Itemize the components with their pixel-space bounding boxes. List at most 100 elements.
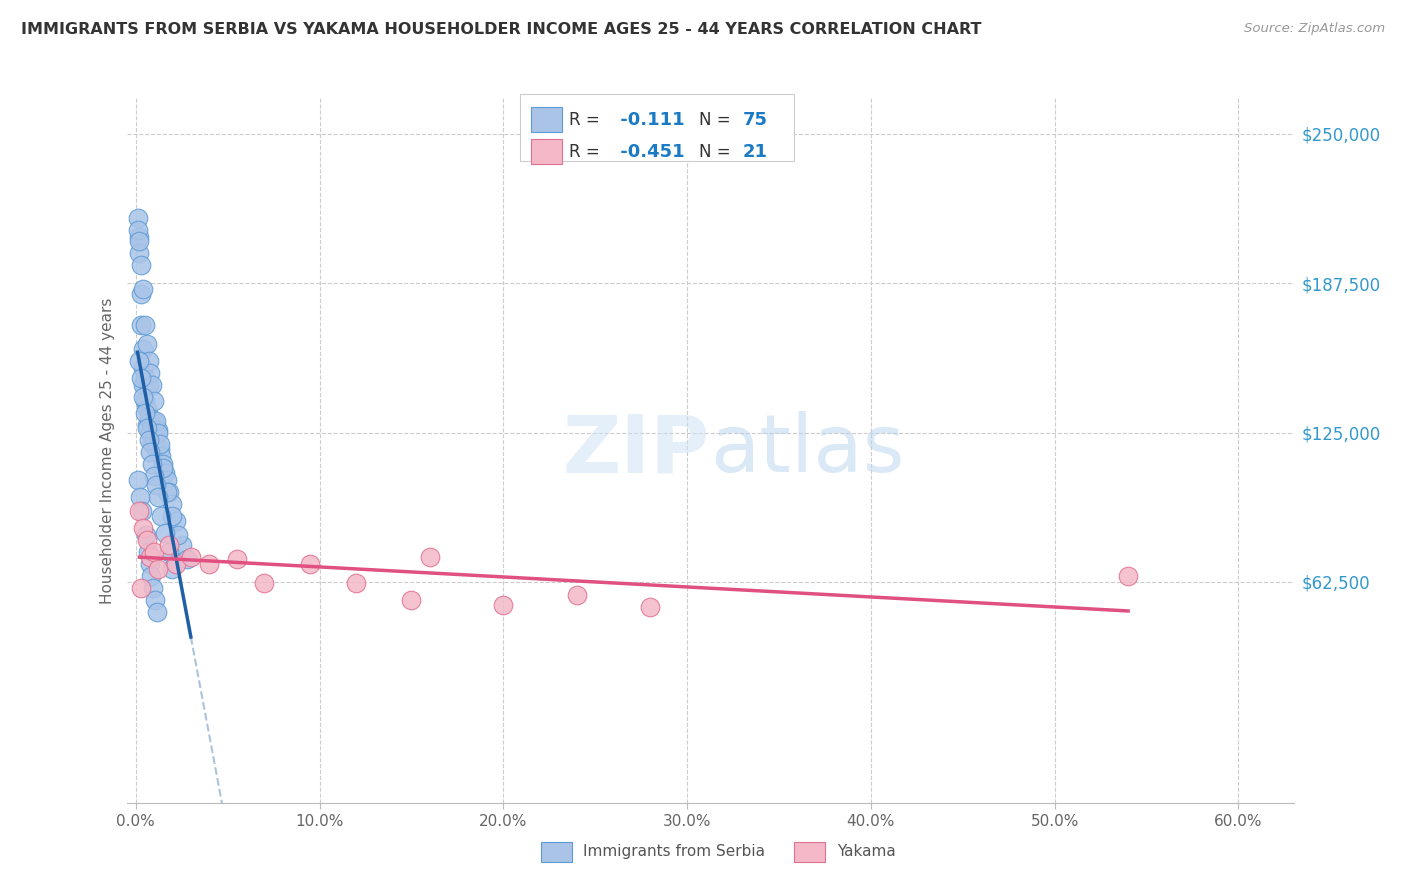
Point [180,549,202,564]
Point [141,437,163,451]
Point [1116,569,1139,583]
Point [492,598,515,612]
Point [139,549,162,564]
Point [135,418,157,433]
Point [162,509,184,524]
Text: 21: 21 [742,143,768,161]
Point [141,457,163,471]
Point [135,337,157,351]
Point [146,425,169,440]
Text: R =: R = [569,143,606,161]
Point [134,406,156,420]
Point [129,370,152,384]
Point [134,394,156,409]
Point [145,442,167,457]
Point [225,552,247,566]
Point [128,235,150,249]
Point [128,354,150,368]
Point [143,545,166,559]
Point [141,377,163,392]
Point [138,557,160,571]
Point [129,287,152,301]
Point [134,370,156,384]
Point [152,461,174,475]
Point [129,318,152,332]
Point [253,576,276,591]
Point [138,409,160,423]
Point [128,246,150,260]
Point [141,569,163,583]
Point [129,581,152,595]
Point [149,442,172,457]
Point [139,425,162,440]
Point [167,528,190,542]
Point [132,282,155,296]
Point [132,521,155,535]
Point [170,538,193,552]
Point [131,504,153,518]
Point [143,592,166,607]
Point [146,562,169,576]
Point [139,414,162,428]
Y-axis label: Householder Income Ages 25 - 44 years: Householder Income Ages 25 - 44 years [100,297,115,604]
Point [146,423,169,437]
Point [132,377,155,392]
Point [146,605,169,619]
Point [145,478,167,492]
Point [127,222,149,236]
Point [129,258,152,272]
Point [565,588,588,602]
Text: IMMIGRANTS FROM SERBIA VS YAKAMA HOUSEHOLDER INCOME AGES 25 - 44 YEARS CORRELATI: IMMIGRANTS FROM SERBIA VS YAKAMA HOUSEHO… [21,22,981,37]
Point [135,528,157,542]
Point [142,581,165,595]
Point [138,354,160,368]
Point [132,361,155,376]
Text: 75: 75 [742,111,768,128]
Point [135,533,157,547]
Point [640,599,662,614]
Point [145,425,167,440]
Point [128,229,150,244]
Point [162,497,184,511]
Point [138,377,160,392]
Point [139,366,162,380]
Point [344,576,367,591]
Point [129,490,152,504]
Point [143,394,166,409]
Point [198,557,221,571]
Point [143,433,166,447]
Text: N =: N = [699,143,735,161]
Point [401,592,423,607]
Point [153,466,176,480]
Point [146,490,169,504]
Point [149,437,172,451]
Point [134,318,156,332]
Point [150,450,173,464]
Text: atlas: atlas [710,411,904,490]
Point [157,545,180,559]
Text: Source: ZipAtlas.com: Source: ZipAtlas.com [1244,22,1385,36]
Point [153,525,176,540]
Point [157,485,180,500]
Text: ZIP: ZIP [562,411,710,490]
Point [143,468,166,483]
Text: Yakama: Yakama [837,845,896,859]
Text: Immigrants from Serbia: Immigrants from Serbia [583,845,765,859]
Text: -0.451: -0.451 [614,143,685,161]
Point [165,557,187,571]
Point [139,444,162,458]
Point [156,473,179,487]
Point [135,401,157,416]
Point [138,433,160,447]
Text: N =: N = [699,111,735,128]
Point [162,562,184,576]
Point [157,538,180,552]
Point [127,473,149,487]
Text: -0.111: -0.111 [614,111,685,128]
Point [136,545,159,559]
Point [152,457,174,471]
Point [156,485,179,500]
Point [128,504,150,518]
Point [145,414,167,428]
Point [143,414,166,428]
